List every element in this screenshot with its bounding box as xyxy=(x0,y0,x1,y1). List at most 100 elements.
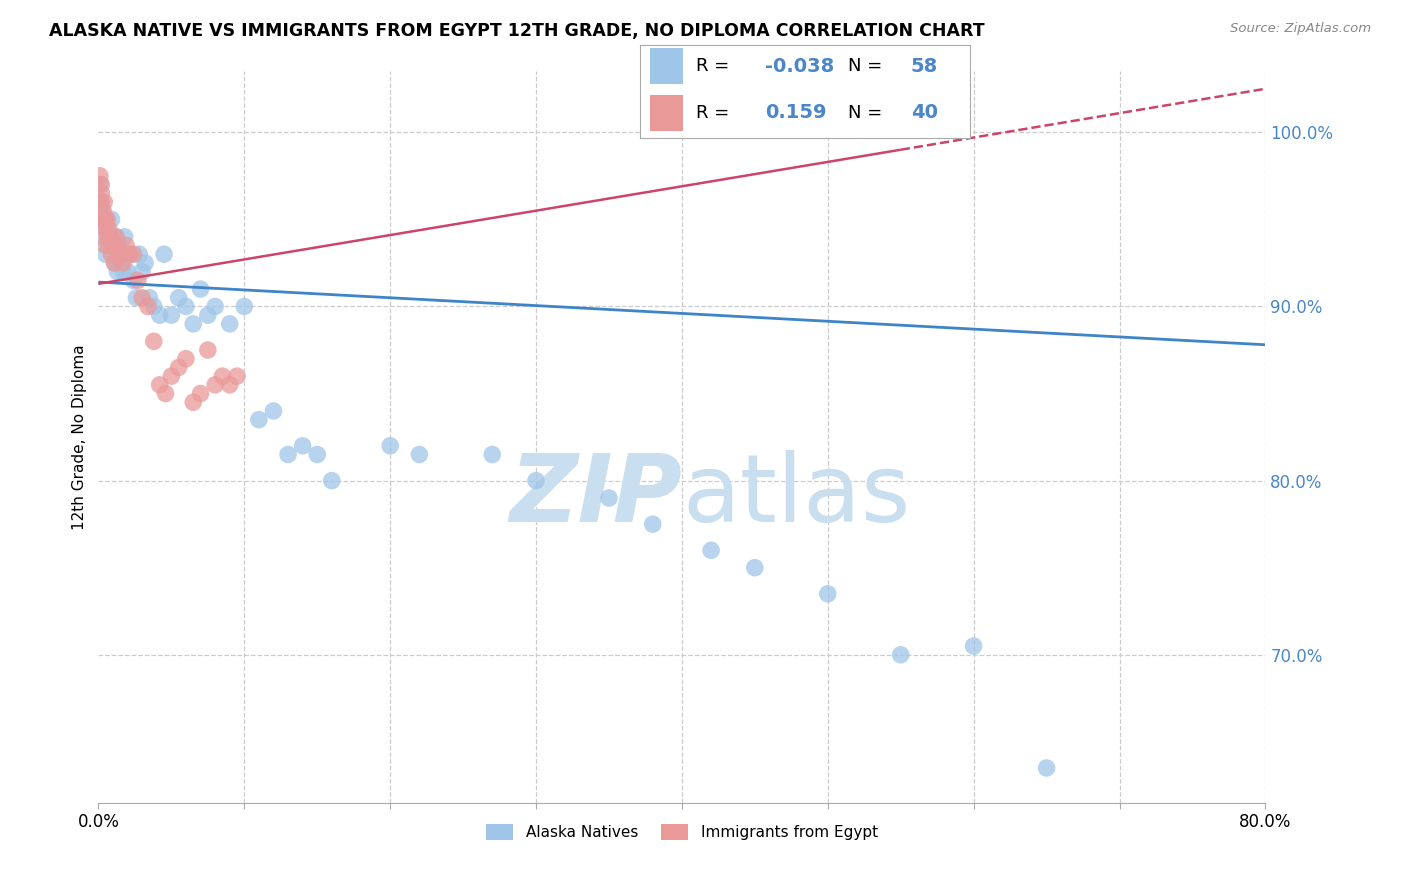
Point xyxy=(90,186,112,201)
Text: -0.038: -0.038 xyxy=(765,56,835,76)
Point xyxy=(96,212,118,227)
Point xyxy=(101,238,124,252)
Point xyxy=(90,194,112,209)
Point xyxy=(117,265,139,279)
Point xyxy=(160,308,183,322)
Point xyxy=(1035,761,1057,775)
Point xyxy=(91,203,114,218)
Point xyxy=(226,369,249,384)
Point xyxy=(105,238,128,252)
Point xyxy=(160,369,183,384)
Point xyxy=(127,273,149,287)
Point xyxy=(104,229,127,244)
Point xyxy=(134,256,156,270)
Point xyxy=(97,238,120,252)
Point xyxy=(197,343,219,357)
Point xyxy=(380,439,402,453)
Text: ZIP: ZIP xyxy=(509,450,682,541)
Legend: Alaska Natives, Immigrants from Egypt: Alaska Natives, Immigrants from Egypt xyxy=(479,818,884,847)
Point xyxy=(190,282,212,296)
Point xyxy=(138,291,160,305)
Point xyxy=(197,308,219,322)
Point xyxy=(277,448,299,462)
Point xyxy=(233,300,256,314)
Point xyxy=(98,229,121,244)
Point xyxy=(174,300,197,314)
Point xyxy=(128,247,150,261)
Text: 0.159: 0.159 xyxy=(765,103,827,122)
Point xyxy=(93,194,115,209)
Point xyxy=(190,386,212,401)
Point xyxy=(700,543,723,558)
Point xyxy=(962,639,984,653)
Point xyxy=(155,386,177,401)
Point xyxy=(105,265,128,279)
Point xyxy=(142,300,165,314)
Point xyxy=(247,412,270,426)
Point xyxy=(125,291,148,305)
Point xyxy=(181,317,204,331)
Point xyxy=(408,448,430,462)
Point xyxy=(112,265,135,279)
Point xyxy=(111,247,134,261)
Point xyxy=(598,491,620,505)
Point xyxy=(181,395,204,409)
Point xyxy=(94,247,117,261)
Point xyxy=(744,560,766,574)
Text: 40: 40 xyxy=(911,103,938,122)
Y-axis label: 12th Grade, No Diploma: 12th Grade, No Diploma xyxy=(72,344,87,530)
Point xyxy=(153,247,176,261)
Point xyxy=(96,221,118,235)
Point xyxy=(481,448,503,462)
Point xyxy=(149,377,172,392)
Point xyxy=(115,238,138,252)
Point xyxy=(101,238,124,252)
Text: 58: 58 xyxy=(911,56,938,76)
Point xyxy=(122,273,145,287)
Point xyxy=(307,448,329,462)
Point xyxy=(89,194,111,209)
Point xyxy=(94,238,117,252)
Point xyxy=(218,377,240,392)
Point xyxy=(93,212,115,227)
Text: Source: ZipAtlas.com: Source: ZipAtlas.com xyxy=(1230,22,1371,36)
Point xyxy=(120,247,142,261)
Point xyxy=(110,247,132,261)
Point xyxy=(641,517,664,532)
Text: ALASKA NATIVE VS IMMIGRANTS FROM EGYPT 12TH GRADE, NO DIPLOMA CORRELATION CHART: ALASKA NATIVE VS IMMIGRANTS FROM EGYPT 1… xyxy=(49,22,984,40)
Point xyxy=(110,256,132,270)
Point xyxy=(100,212,122,227)
Point xyxy=(174,351,197,366)
Point xyxy=(93,221,115,235)
Text: N =: N = xyxy=(848,57,882,75)
Point xyxy=(108,238,131,252)
Point xyxy=(167,360,190,375)
Point xyxy=(90,178,112,192)
Point xyxy=(103,256,125,270)
Point xyxy=(131,291,153,305)
Point xyxy=(167,291,190,305)
Point xyxy=(104,229,127,244)
Point xyxy=(262,404,284,418)
Point xyxy=(89,194,111,209)
Point xyxy=(98,229,121,244)
Point xyxy=(91,212,114,227)
Text: atlas: atlas xyxy=(682,450,910,541)
Point xyxy=(94,212,117,227)
Bar xyxy=(650,48,683,84)
Point xyxy=(100,247,122,261)
Point xyxy=(142,334,165,349)
Point xyxy=(91,229,114,244)
Point xyxy=(817,587,839,601)
Point xyxy=(97,221,120,235)
Point xyxy=(131,265,153,279)
Point xyxy=(103,256,125,270)
Point xyxy=(218,317,240,331)
Point xyxy=(149,308,172,322)
Point xyxy=(122,247,145,261)
Text: R =: R = xyxy=(696,57,730,75)
Point xyxy=(890,648,912,662)
Point xyxy=(96,229,118,244)
Point xyxy=(91,203,114,218)
Point xyxy=(89,178,111,192)
